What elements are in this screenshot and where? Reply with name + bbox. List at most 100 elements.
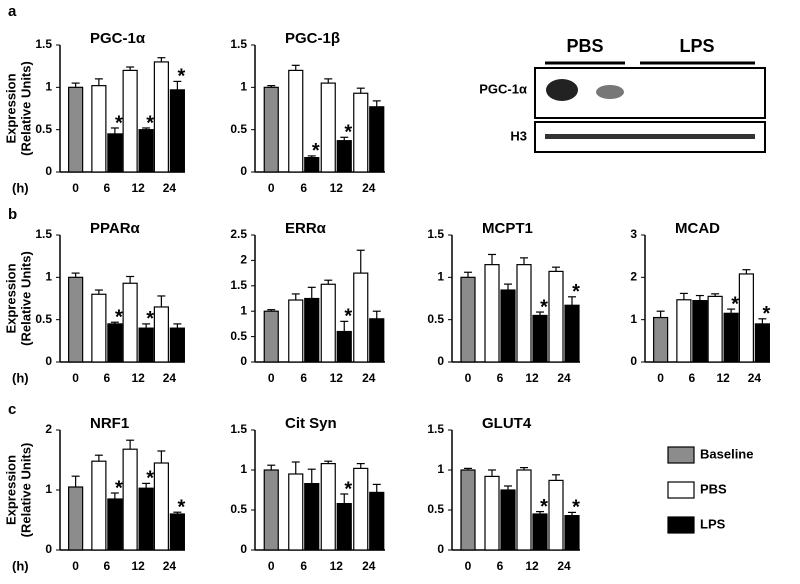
significance-star: * — [540, 496, 548, 518]
bar — [263, 86, 279, 173]
legend-swatch — [667, 516, 695, 534]
x-tick-label: 12 — [716, 371, 730, 385]
y-tick-label: 0.5 — [230, 329, 247, 343]
chart-title: MCPT1 — [482, 220, 533, 237]
blot-group: PBS — [566, 36, 603, 56]
bar — [460, 469, 476, 551]
y-tick-label: 0.5 — [230, 502, 247, 516]
bar — [169, 327, 185, 363]
bar — [336, 330, 352, 363]
x-axis-label: (h) — [12, 558, 29, 573]
x-tick-label: 24 — [557, 371, 571, 385]
y-axis-label: Expression — [3, 455, 18, 525]
x-tick-label: 24 — [163, 559, 177, 573]
y-tick-label: 0 — [240, 354, 247, 368]
y-tick-label: 1.5 — [230, 278, 247, 292]
bar — [320, 463, 336, 551]
panel-label: a — [8, 3, 17, 20]
bar — [369, 318, 385, 363]
bar — [288, 69, 304, 173]
bar — [548, 270, 564, 363]
x-axis-label: (h) — [12, 370, 29, 385]
significance-star: * — [146, 468, 154, 490]
bar — [484, 475, 500, 551]
x-tick-label: 12 — [131, 559, 145, 573]
bar — [91, 293, 107, 363]
significance-star: * — [115, 477, 123, 499]
bar — [320, 82, 336, 173]
y-tick-label: 1 — [437, 270, 444, 284]
y-tick-label: 0.5 — [427, 502, 444, 516]
y-tick-label: 2 — [240, 253, 247, 267]
x-tick-label: 0 — [72, 559, 79, 573]
chart-title: PGC-1α — [90, 30, 146, 47]
x-tick-label: 24 — [748, 371, 762, 385]
x-tick-label: 6 — [300, 181, 307, 195]
x-tick-label: 6 — [104, 181, 111, 195]
y-tick-label: 2 — [630, 270, 637, 284]
bar — [107, 133, 123, 173]
bar — [369, 106, 385, 173]
x-tick-label: 6 — [300, 371, 307, 385]
bar — [723, 312, 739, 363]
blot-band — [596, 85, 624, 99]
y-tick-label: 1 — [630, 312, 637, 326]
bar — [548, 479, 564, 551]
x-tick-label: 6 — [497, 371, 504, 385]
y-tick-label: 0 — [240, 164, 247, 178]
bar — [169, 513, 185, 551]
bar — [288, 473, 304, 551]
y-tick-label: 0 — [630, 354, 637, 368]
x-tick-label: 24 — [362, 181, 376, 195]
x-tick-label: 24 — [362, 559, 376, 573]
x-tick-label: 6 — [104, 371, 111, 385]
bar — [91, 85, 107, 173]
bar — [122, 282, 138, 363]
y-tick-label: 0 — [45, 542, 52, 556]
bar — [304, 483, 320, 551]
x-tick-label: 24 — [163, 371, 177, 385]
legend-label: Baseline — [700, 446, 753, 461]
bar — [692, 300, 708, 363]
legend-label: LPS — [700, 516, 726, 531]
significance-star: * — [177, 66, 185, 88]
blot-band — [546, 79, 578, 101]
bar — [707, 295, 723, 363]
x-tick-label: 6 — [689, 371, 696, 385]
bar — [153, 61, 169, 173]
bar — [68, 486, 84, 551]
y-tick-label: 1.5 — [230, 37, 247, 51]
bar — [153, 306, 169, 363]
bar — [288, 299, 304, 363]
y-tick-label: 3 — [630, 227, 637, 241]
x-tick-label: 0 — [268, 559, 275, 573]
x-tick-label: 6 — [497, 559, 504, 573]
y-tick-label: 0.5 — [230, 122, 247, 136]
chart-title: Cit Syn — [285, 415, 337, 432]
blot-row-label: PGC-1α — [479, 81, 527, 96]
y-tick-label: 1 — [240, 303, 247, 317]
bar — [263, 469, 279, 551]
bar — [500, 289, 516, 363]
bar — [122, 448, 138, 551]
bar — [320, 283, 336, 363]
bar — [516, 469, 532, 551]
y-tick-label: 1 — [240, 80, 247, 94]
x-tick-label: 12 — [131, 371, 145, 385]
x-tick-label: 12 — [330, 559, 344, 573]
y-tick-label: 1.5 — [427, 422, 444, 436]
x-tick-label: 6 — [104, 559, 111, 573]
x-tick-label: 0 — [465, 559, 472, 573]
bar — [336, 140, 352, 173]
bar — [107, 323, 123, 363]
legend-swatch — [667, 481, 695, 499]
bar — [564, 514, 580, 551]
x-tick-label: 6 — [300, 559, 307, 573]
bar — [68, 86, 84, 173]
bar — [169, 89, 185, 173]
bar — [532, 513, 548, 551]
bar — [107, 498, 123, 551]
significance-star: * — [177, 496, 185, 518]
significance-star: * — [344, 478, 352, 500]
